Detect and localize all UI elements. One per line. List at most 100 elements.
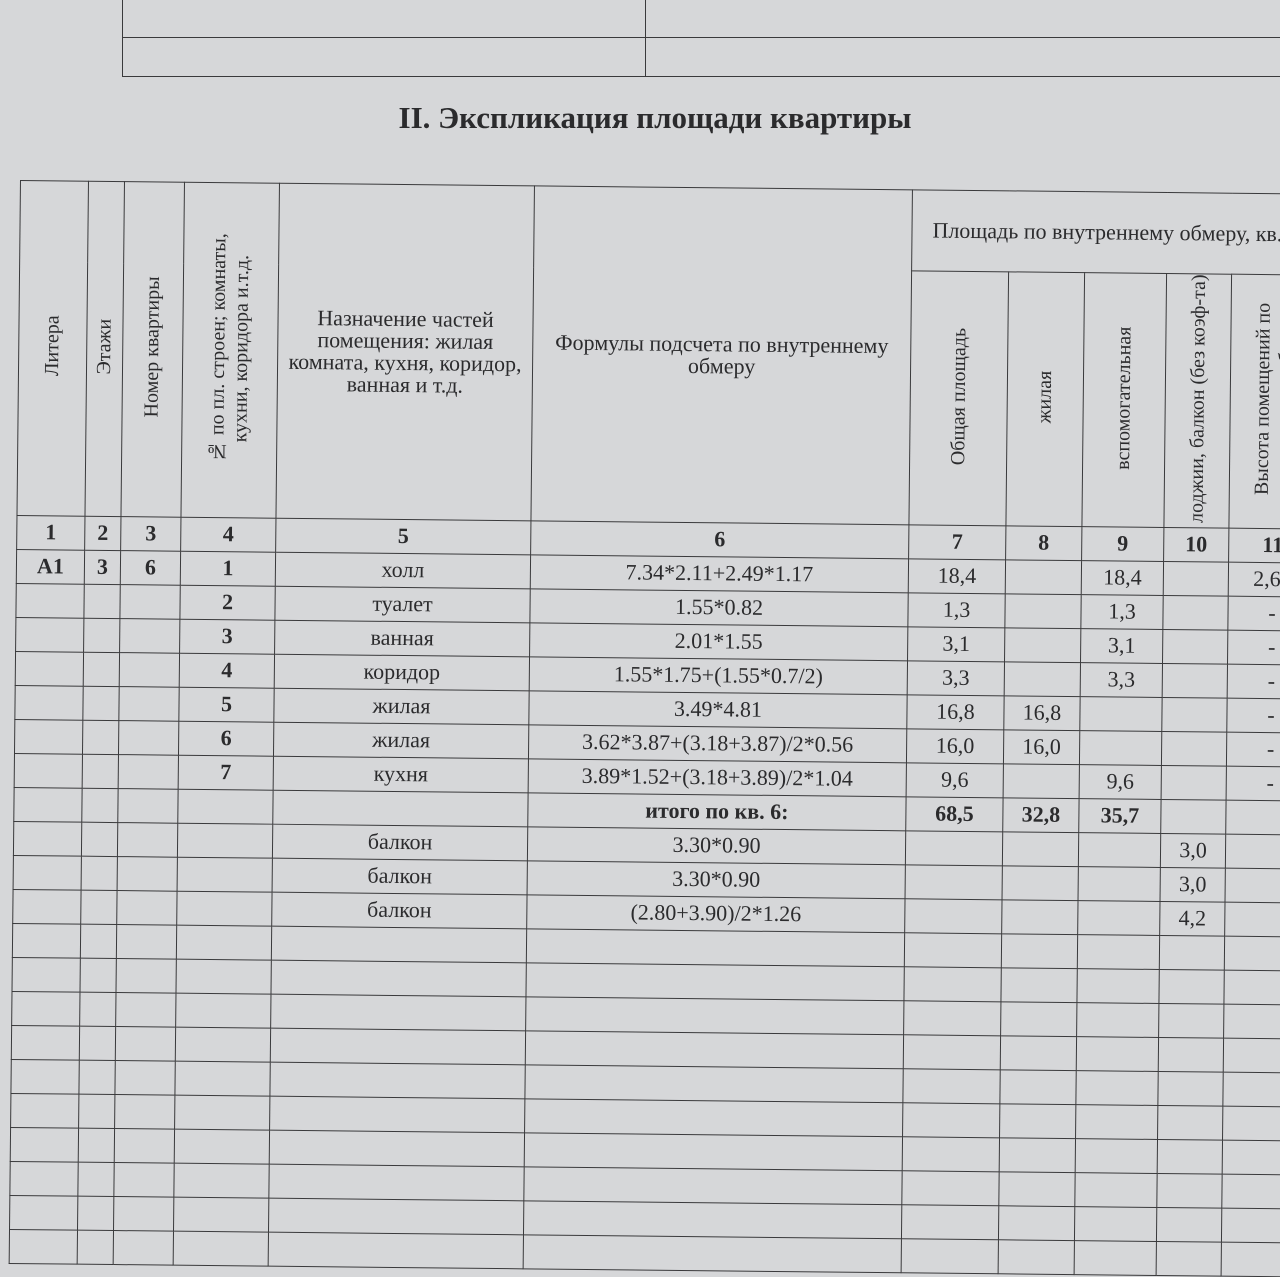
- total-area-cell: 3,1: [908, 626, 1005, 661]
- header-room-number: № по пл. строен; комнаты, кухни, коридор…: [206, 218, 255, 478]
- header-total-area: Общая площадь: [947, 327, 971, 465]
- empty-cell: [1077, 968, 1159, 1003]
- empty-cell: [903, 1102, 1000, 1137]
- empty-cell: [116, 924, 176, 959]
- room-number-cell: [177, 823, 272, 858]
- apartment-cell: [119, 686, 179, 721]
- empty-cell: [1159, 935, 1224, 970]
- empty-cell: [902, 1170, 999, 1205]
- header-living: жилая: [1034, 371, 1058, 424]
- empty-cell: [901, 1204, 998, 1239]
- total-area-cell: [905, 898, 1002, 933]
- litera-cell: [15, 685, 83, 720]
- empty-cell: [80, 992, 116, 1026]
- empty-cell: [1159, 969, 1224, 1004]
- empty-cell: [523, 1200, 901, 1238]
- cell: [123, 0, 646, 38]
- empty-cell: [1157, 1173, 1222, 1208]
- empty-cell: [999, 1171, 1075, 1206]
- empty-cell: [1001, 933, 1077, 968]
- empty-cell: [269, 1164, 524, 1201]
- apartment-cell: [118, 720, 178, 755]
- room-number-cell: 6: [178, 721, 273, 756]
- empty-cell: [1074, 1206, 1156, 1241]
- empty-cell: [114, 1128, 174, 1163]
- empty-cell: [1001, 967, 1077, 1002]
- empty-cell: [12, 957, 80, 992]
- balcony-area-cell: [1161, 731, 1226, 766]
- empty-cell: [1075, 1138, 1157, 1173]
- formula-cell: (2.80+3.90)/2*1.26: [527, 894, 905, 932]
- room-name-cell: жилая: [273, 722, 528, 759]
- formula-cell: 1.55*1.75+(1.55*0.7/2): [529, 656, 907, 694]
- header-apartment-number: Номер квартиры: [141, 277, 165, 418]
- auxiliary-area-cell: 9,6: [1079, 764, 1161, 799]
- empty-cell: [114, 1162, 174, 1197]
- header-purpose: Назначение частей помещения: жилая комна…: [276, 183, 534, 520]
- empty-cell: [270, 1096, 525, 1133]
- empty-cell: [904, 932, 1001, 967]
- header-litera: Литера: [41, 316, 65, 377]
- empty-cell: [78, 1196, 114, 1230]
- room-name-cell: балкон: [272, 824, 527, 861]
- litera-cell: [15, 651, 83, 686]
- column-number: 11: [1229, 528, 1280, 563]
- previous-section-table: [122, 0, 1280, 77]
- empty-cell: [269, 1198, 524, 1235]
- floor-cell: [81, 822, 117, 856]
- room-number-cell: 1: [180, 551, 275, 586]
- balcony-area-cell: [1162, 663, 1227, 698]
- cell: [646, 38, 1280, 77]
- empty-cell: [176, 993, 271, 1028]
- empty-cell: [10, 1127, 78, 1162]
- empty-cell: [80, 958, 116, 992]
- floor-cell: [84, 584, 120, 618]
- auxiliary-area-cell: [1079, 730, 1161, 765]
- empty-cell: [80, 924, 116, 958]
- room-name-cell: холл: [275, 552, 530, 589]
- total-area-cell: 18,4: [908, 558, 1005, 593]
- empty-cell: [1159, 1003, 1224, 1038]
- empty-cell: [1001, 1001, 1077, 1036]
- column-number: 9: [1082, 526, 1164, 561]
- total-area-cell: 3,3: [907, 660, 1004, 695]
- empty-cell: [1075, 1172, 1157, 1207]
- floor-cell: [81, 856, 117, 890]
- balcony-area-cell: [1161, 799, 1226, 834]
- empty-cell: [1158, 1037, 1223, 1072]
- header-area-group: Площадь по внутреннему обмеру, кв. м.: [912, 190, 1280, 275]
- apartment-cell: 6: [120, 550, 180, 585]
- empty-cell: [999, 1137, 1075, 1172]
- litera-cell: [13, 821, 81, 856]
- empty-cell: [524, 1132, 902, 1170]
- column-number: 4: [181, 517, 276, 552]
- formula-cell: 7.34*2.11+2.49*1.17: [530, 554, 908, 592]
- empty-cell: [116, 992, 176, 1027]
- empty-cell: [77, 1230, 113, 1264]
- empty-cell: [174, 1163, 269, 1198]
- living-area-cell: [1005, 593, 1081, 628]
- apartment-cell: [117, 822, 177, 857]
- height-cell: [1226, 800, 1280, 835]
- empty-cell: [115, 1094, 175, 1129]
- empty-cell: [10, 1161, 78, 1196]
- column-number: 10: [1164, 527, 1229, 562]
- auxiliary-area-cell: 35,7: [1079, 798, 1161, 833]
- formula-cell: 3.49*4.81: [529, 690, 907, 728]
- auxiliary-area-cell: [1078, 866, 1160, 901]
- empty-cell: [904, 1000, 1001, 1035]
- empty-cell: [269, 1130, 524, 1167]
- empty-cell: [79, 1026, 115, 1060]
- empty-cell: [1222, 1140, 1280, 1175]
- floor-cell: [82, 754, 118, 788]
- balcony-area-cell: [1163, 629, 1228, 664]
- empty-cell: [1222, 1174, 1280, 1209]
- total-area-cell: 16,0: [906, 728, 1003, 763]
- column-number: 6: [531, 520, 909, 558]
- auxiliary-area-cell: [1078, 900, 1160, 935]
- empty-cell: [1076, 1036, 1158, 1071]
- empty-cell: [176, 959, 271, 994]
- header-auxiliary: вспомогательная: [1112, 326, 1136, 469]
- empty-cell: [526, 996, 904, 1034]
- empty-cell: [11, 1093, 79, 1128]
